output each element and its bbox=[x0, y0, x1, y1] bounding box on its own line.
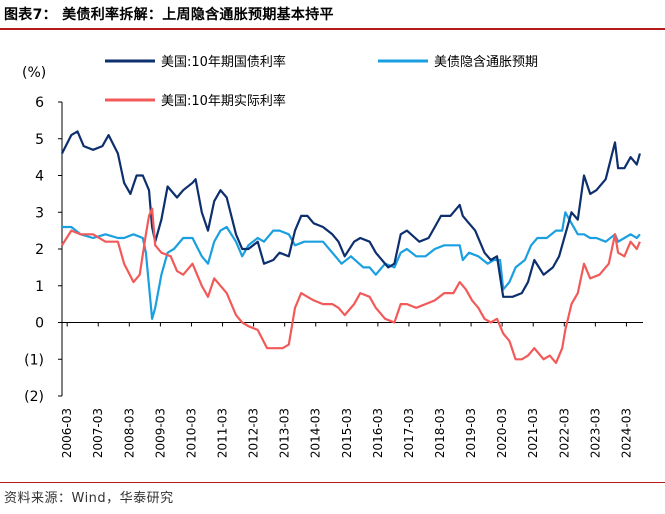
y-tick-label: 1 bbox=[35, 279, 44, 295]
y-tick-label: 4 bbox=[35, 169, 44, 185]
legend-label-breakeven: 美债隐含通胀预期 bbox=[434, 54, 538, 70]
y-tick-label: 2 bbox=[35, 242, 44, 258]
series-lines bbox=[61, 130, 641, 364]
x-tick-label: 2011-03 bbox=[216, 408, 230, 458]
x-tick-label: 2012-03 bbox=[247, 408, 261, 458]
x-axis: 2006-03 2007-03 2008-03 2009-03 2010-03 2011-… bbox=[60, 322, 643, 458]
y-tick-label: 6 bbox=[35, 95, 44, 111]
x-tick-label: 2024-03 bbox=[619, 408, 633, 458]
y-tick-label: 0 bbox=[35, 316, 44, 332]
bottom-rule bbox=[0, 482, 665, 483]
x-tick-label: 2008-03 bbox=[122, 408, 136, 458]
x-tick-label: 2014-03 bbox=[309, 408, 323, 458]
series-line-real bbox=[61, 207, 641, 364]
figure-title: 图表7： 美债利率拆解：上周隐含通胀预期基本持平 bbox=[4, 7, 334, 23]
y-tick-label: (2) bbox=[24, 389, 44, 405]
x-tick-label: 2022-03 bbox=[557, 408, 571, 458]
x-tick-label: 2021-03 bbox=[526, 408, 540, 458]
x-tick-label: 2023-03 bbox=[588, 408, 602, 458]
x-tick-label: 2009-03 bbox=[153, 408, 167, 458]
source-note: 资料来源：Wind，华泰研究 bbox=[4, 491, 174, 506]
y-axis: (2) (1) 0 1 2 3 4 5 6 bbox=[24, 95, 63, 405]
y-tick-label: 5 bbox=[35, 132, 44, 148]
x-tick-label: 2019-03 bbox=[464, 408, 478, 458]
y-tick-label: (1) bbox=[24, 352, 44, 368]
y-tick-label: 3 bbox=[35, 205, 44, 221]
y-axis-unit-label: (%) bbox=[22, 65, 46, 81]
x-tick-label: 2013-03 bbox=[278, 408, 292, 458]
x-tick-label: 2017-03 bbox=[402, 408, 416, 458]
title-rule bbox=[0, 28, 665, 30]
x-tick-label: 2007-03 bbox=[91, 408, 105, 458]
x-tick-label: 2020-03 bbox=[495, 408, 509, 458]
x-tick-label: 2018-03 bbox=[433, 408, 447, 458]
legend-label-real: 美国:10年期实际利率 bbox=[161, 93, 286, 109]
x-tick-label: 2016-03 bbox=[371, 408, 385, 458]
x-tick-label: 2006-03 bbox=[60, 408, 74, 458]
series-line-breakeven bbox=[62, 211, 641, 320]
x-tick-label: 2010-03 bbox=[184, 408, 198, 458]
x-tick-label: 2015-03 bbox=[340, 408, 354, 458]
legend-label-nominal: 美国:10年期国债利率 bbox=[161, 54, 286, 70]
